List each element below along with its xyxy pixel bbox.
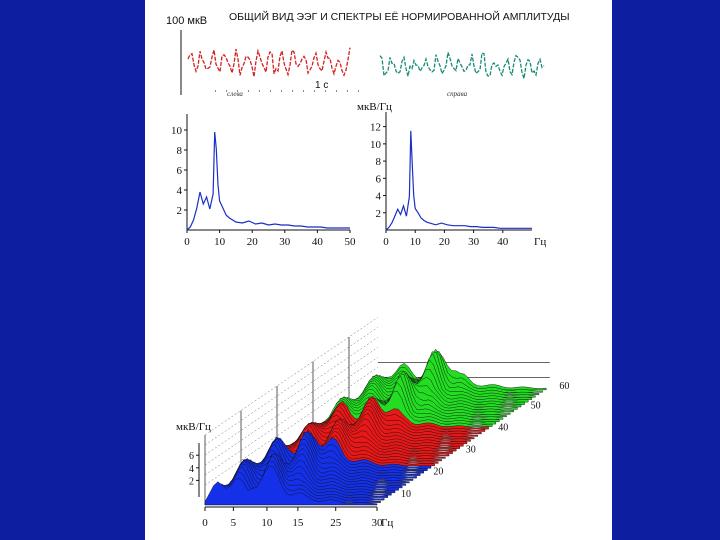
y-tick-label: 2: [177, 205, 183, 217]
spectrum-right-ylabel: мкВ/Гц: [357, 101, 392, 113]
trace-left-label: слева: [227, 90, 243, 98]
grid-line: [204, 357, 378, 476]
y-tick-label: 6: [177, 165, 183, 177]
time-label: 1 с: [315, 80, 328, 91]
y-tick-label: 12: [370, 122, 381, 134]
depth-tick-label: 50: [531, 401, 541, 412]
x-tick-label: 30: [279, 236, 291, 248]
grid-line: [204, 337, 378, 456]
y-tick-label: 6: [376, 173, 382, 185]
x-tick-label: 30: [468, 236, 480, 248]
depth-tick-label: 30: [466, 445, 476, 456]
spectrum-right: 2 4 6 8 10 12 0 10 20 30 40 Гц: [370, 112, 546, 248]
depth-tick-label: 10: [401, 489, 411, 500]
waterfall-slice: [204, 465, 378, 506]
y-tick-label: 4: [177, 185, 183, 197]
x-tick-label: 10: [214, 236, 226, 248]
spectrum-line-1: [186, 131, 350, 231]
freq-tick-label: 30: [372, 517, 384, 529]
x-axis-label: Гц: [534, 236, 546, 248]
depth-tick-label: 40: [498, 423, 508, 434]
figure-title: ОБЩИЙ ВИД ЭЭГ И СПЕКТРЫ ЕЁ НОРМИРОВАННОЙ…: [229, 10, 570, 23]
grid-line: [204, 317, 378, 436]
y-tick-label: 10: [370, 139, 382, 151]
y-tick-label: 8: [177, 145, 183, 157]
x-tick-label: 40: [312, 236, 324, 248]
y-tick-label: 4: [376, 191, 382, 203]
spectral-waterfall: 0 5 10 15 25 30 24 6 10 20 30 40 50 60: [189, 317, 569, 529]
y-tick-label: 2: [376, 208, 382, 220]
waterfall-ylabel: мкВ/Гц: [176, 421, 211, 433]
freq-tick-label: 25: [330, 517, 342, 529]
eeg-trace-right: [379, 52, 545, 79]
amp-tick-label: 6: [189, 451, 194, 462]
grid-line: [204, 327, 378, 446]
spectrum-left: 2 4 6 8 10 0 10 20 30 40 50: [171, 114, 356, 248]
amp-tick-label: 4: [189, 464, 194, 475]
trace-right-label: справа: [447, 90, 468, 98]
eeg-trace-left: [187, 47, 351, 77]
freq-tick-label: 15: [292, 517, 304, 529]
x-tick-label: 10: [410, 236, 422, 248]
freq-tick-label: 10: [261, 517, 273, 529]
waterfall-xlabel: Гц: [381, 517, 393, 529]
freq-tick-label: 5: [231, 517, 237, 529]
x-tick-label: 40: [497, 236, 509, 248]
y-tick-label: 10: [171, 125, 183, 137]
x-tick-label: 0: [184, 236, 190, 248]
scale-label: 100 мкВ: [166, 15, 207, 27]
y-tick-label: 8: [376, 156, 382, 168]
x-tick-label: 0: [383, 236, 389, 248]
amp-tick-label: 2: [189, 476, 194, 487]
x-tick-label: 50: [345, 236, 357, 248]
grid-line: [204, 347, 378, 466]
freq-tick-label: 0: [202, 517, 208, 529]
depth-tick-label: 60: [559, 381, 569, 392]
spectrum-line-2: [385, 130, 532, 231]
depth-tick-label: 20: [433, 467, 443, 478]
x-tick-label: 20: [247, 236, 259, 248]
x-tick-label: 20: [439, 236, 451, 248]
grid-line: [204, 367, 378, 486]
